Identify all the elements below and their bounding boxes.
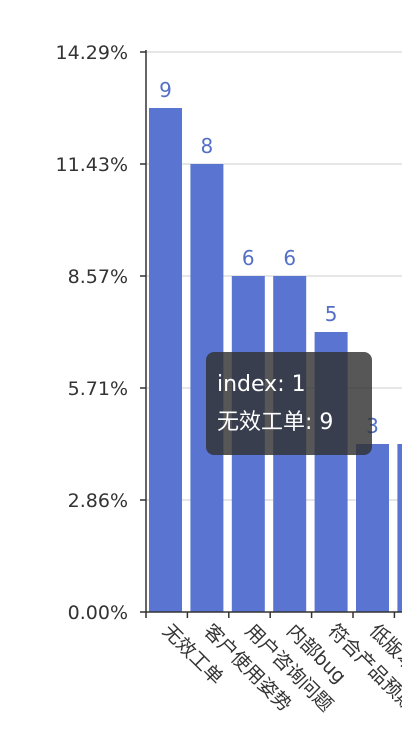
tooltip-value-line: 无效工单: 9 [217, 410, 334, 435]
bar-value-label: 6 [283, 246, 296, 270]
bar-1[interactable] [149, 108, 182, 612]
bar-6[interactable] [356, 444, 389, 612]
bar-partial[interactable] [397, 444, 402, 612]
bar-value-label: 5 [325, 302, 338, 326]
bar-value-label: 6 [242, 246, 255, 270]
y-tick-label: 5.71% [68, 378, 128, 400]
y-tick-label: 8.57% [68, 266, 128, 288]
bar-value-label: 9 [159, 78, 172, 102]
bar-value-label: 8 [201, 134, 214, 158]
axes [140, 50, 402, 618]
tooltip-index-line: index: 1 [217, 372, 306, 397]
y-tick-label: 0.00% [68, 602, 128, 624]
y-tick-label: 11.43% [56, 154, 128, 176]
y-tick-label: 2.86% [68, 490, 128, 512]
y-tick-label: 14.29% [56, 42, 128, 64]
chart-tooltip: index: 1 无效工单: 9 [206, 352, 372, 455]
